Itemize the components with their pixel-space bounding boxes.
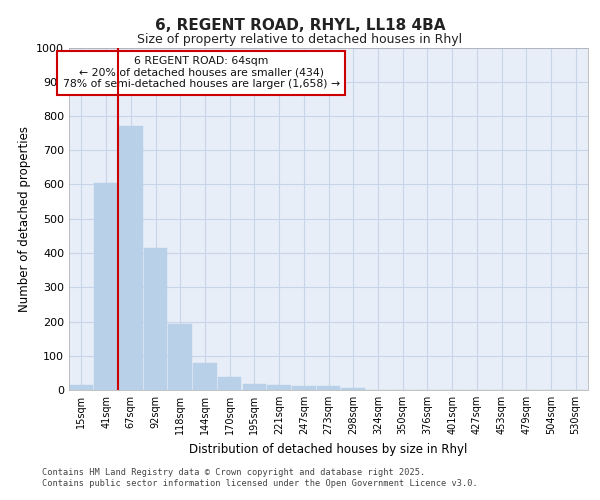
Bar <box>193 364 217 390</box>
Bar <box>268 385 291 390</box>
Text: Contains HM Land Registry data © Crown copyright and database right 2025.
Contai: Contains HM Land Registry data © Crown c… <box>42 468 478 487</box>
Bar <box>119 126 143 390</box>
Bar <box>242 384 266 390</box>
Bar <box>70 385 93 390</box>
Text: 6, REGENT ROAD, RHYL, LL18 4BA: 6, REGENT ROAD, RHYL, LL18 4BA <box>155 18 445 32</box>
Bar <box>218 378 241 390</box>
Bar <box>292 386 316 390</box>
Bar <box>144 248 167 390</box>
Y-axis label: Number of detached properties: Number of detached properties <box>17 126 31 312</box>
Bar <box>169 324 192 390</box>
X-axis label: Distribution of detached houses by size in Rhyl: Distribution of detached houses by size … <box>190 442 467 456</box>
Text: 6 REGENT ROAD: 64sqm
← 20% of detached houses are smaller (434)
78% of semi-deta: 6 REGENT ROAD: 64sqm ← 20% of detached h… <box>63 56 340 90</box>
Bar <box>317 386 340 390</box>
Text: Size of property relative to detached houses in Rhyl: Size of property relative to detached ho… <box>137 32 463 46</box>
Bar <box>341 388 365 390</box>
Bar <box>94 183 118 390</box>
